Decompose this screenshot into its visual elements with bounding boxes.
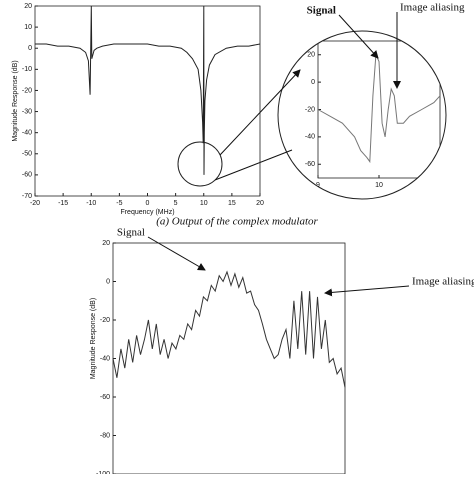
annotation: Image aliasing [412,276,474,288]
y-tick-label: -40 [22,130,32,137]
y-tick-label: -40 [100,355,110,362]
y-tick-label: 0 [28,45,32,52]
y-tick-label: 0 [106,278,110,285]
y-tick-label: -60 [305,161,315,168]
x-tick-label: -5 [116,200,122,207]
data-line [112,270,346,388]
y-tick-label: 20 [102,240,110,247]
x-axis-label: Frequency (MHz) [120,209,174,216]
x-tick-label: -15 [58,200,68,207]
x-tick-label: 11 [436,182,443,189]
y-tick-label: -80 [100,432,110,439]
y-tick-label: -60 [100,394,110,401]
y-tick-label: -30 [22,108,32,115]
zoom-arrow [214,149,293,181]
y-tick-label: 10 [24,24,32,31]
y-tick-label: -10 [22,66,32,73]
caption: (a) Output of the complex modulator [156,216,318,228]
y-tick-label: -50 [22,151,32,158]
y-axis-label: Magnitude Response (dB) [12,60,19,141]
data-line [35,5,261,175]
y-tick-label: -70 [22,193,32,200]
y-tick-label: -20 [22,87,32,94]
x-tick-label: 5 [174,200,178,207]
annotation: Image aliasing [400,2,465,14]
y-axis-label: Magnitude Response (dB) [90,298,97,379]
x-tick-label: 10 [375,182,383,189]
x-tick-label: 0 [146,200,150,207]
y-tick-label: -20 [100,317,110,324]
x-tick-label: 20 [256,200,264,207]
zoom-circle [277,30,447,200]
y-tick-label: 20 [307,52,315,59]
x-tick-label: -10 [86,200,96,207]
y-tick-label: 20 [24,3,32,10]
x-tick-label: 15 [228,200,236,207]
annotation-arrow [338,14,379,59]
plot-frame [34,5,261,197]
y-tick-label: -60 [22,172,32,179]
zoom-region [177,141,223,187]
y-tick-label: -20 [305,106,315,113]
annotation: Signal [307,5,336,17]
y-tick-label: 0 [311,79,315,86]
x-tick-label: 10 [200,200,208,207]
x-tick-label: 9 [316,182,320,189]
data-line [317,54,441,164]
annotation-arrow [324,285,410,297]
y-tick-label: -40 [305,134,315,141]
annotation: Signal [117,227,145,239]
annotation-arrow [147,236,206,271]
x-tick-label: -20 [30,200,40,207]
